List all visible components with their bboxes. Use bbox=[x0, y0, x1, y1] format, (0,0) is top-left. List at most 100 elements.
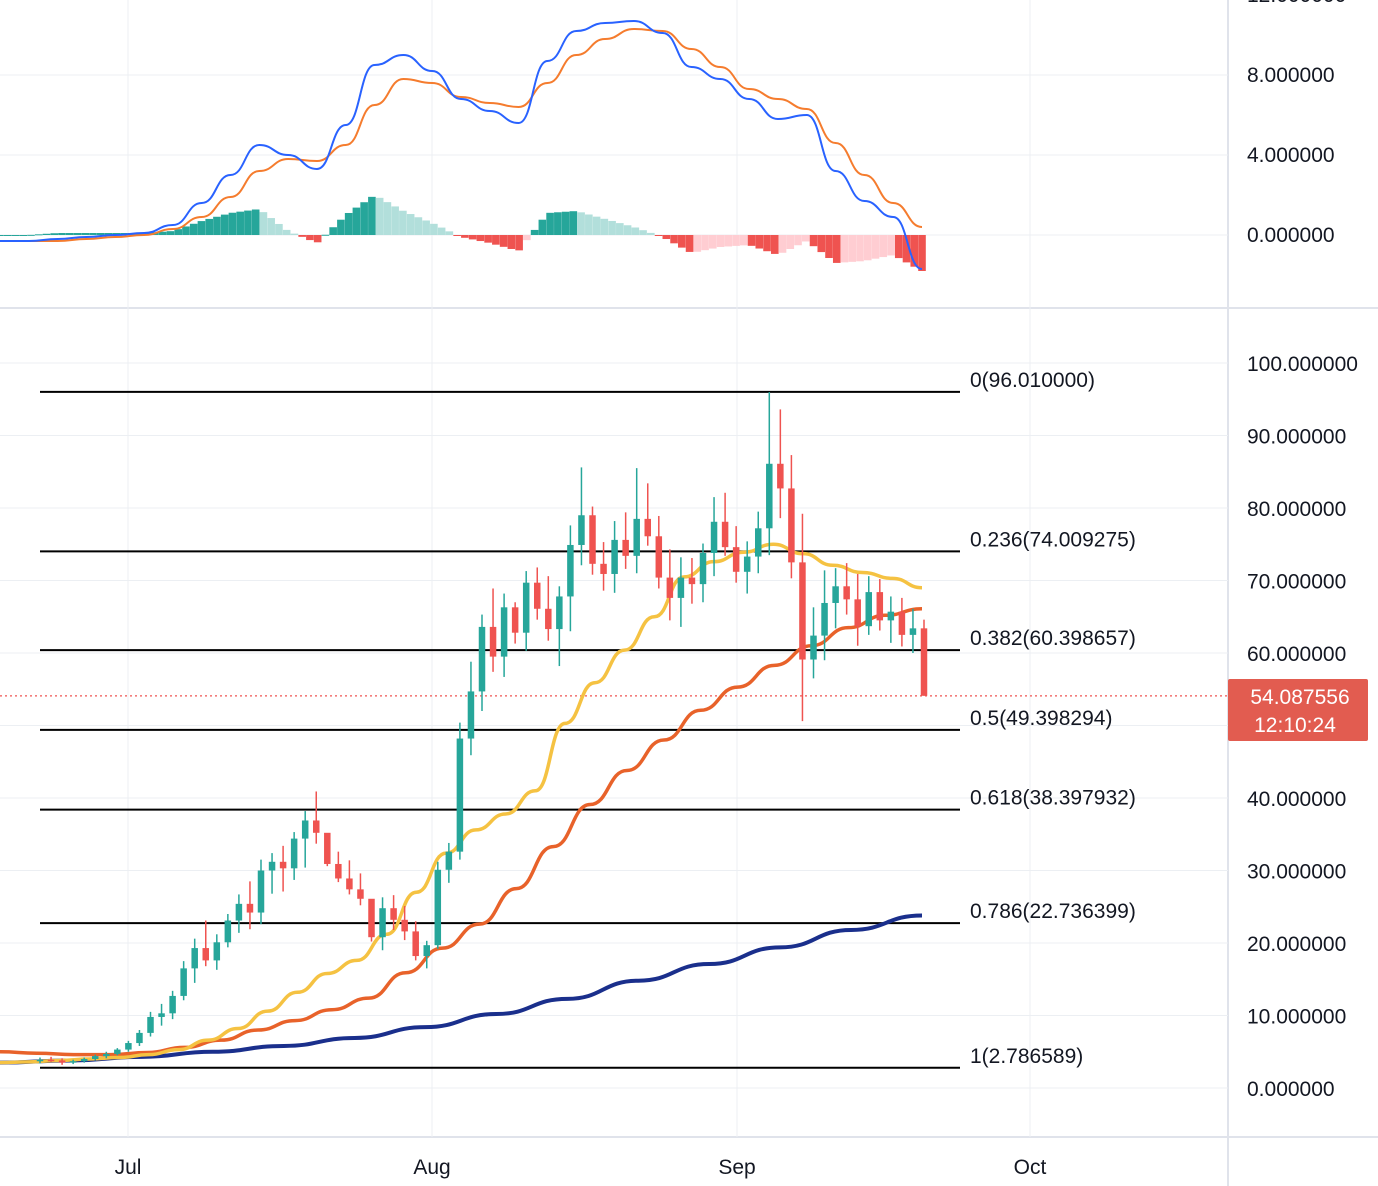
candle-body bbox=[655, 536, 663, 578]
macd-histogram-bar bbox=[104, 233, 113, 235]
candle-body bbox=[125, 1043, 132, 1050]
candle-body bbox=[511, 607, 519, 633]
macd-histogram-bar bbox=[197, 221, 206, 235]
candle-body bbox=[357, 889, 364, 899]
candle-body bbox=[368, 898, 375, 938]
macd-histogram-bar bbox=[546, 212, 554, 235]
macd-histogram-bar bbox=[205, 218, 213, 235]
macd-pane bbox=[0, 19, 926, 271]
macd-tick-label: 8.000000 bbox=[1247, 64, 1335, 87]
macd-histogram-bar bbox=[267, 218, 275, 235]
ma-mid-line bbox=[0, 607, 923, 1057]
countdown-label: 12:10:24 bbox=[1254, 714, 1336, 737]
macd-histogram-bar bbox=[693, 235, 702, 252]
candle-body bbox=[898, 611, 906, 635]
price-tick-label: 80.000000 bbox=[1247, 498, 1346, 521]
macd-histogram-bar bbox=[569, 211, 578, 235]
macd-line bbox=[0, 19, 923, 270]
fib-level-label: 0.618(38.397932) bbox=[970, 787, 1136, 810]
macd-histogram-bar bbox=[406, 214, 415, 235]
candle-body bbox=[534, 582, 541, 609]
candle-body bbox=[732, 547, 740, 572]
candle-body bbox=[699, 552, 707, 585]
candle-body bbox=[920, 628, 928, 696]
candle-body bbox=[589, 515, 596, 564]
candle-body bbox=[743, 556, 751, 572]
macd-histogram-bar bbox=[236, 211, 244, 235]
candle-body bbox=[578, 515, 585, 545]
candle-body bbox=[412, 931, 419, 957]
macd-histogram-bar bbox=[58, 233, 66, 235]
macd-histogram-bar bbox=[918, 235, 926, 271]
macd-histogram-bar bbox=[863, 235, 872, 261]
fib-level-label: 0.786(22.736399) bbox=[970, 900, 1136, 923]
time-label: Sep bbox=[718, 1156, 755, 1179]
candle-body bbox=[489, 626, 497, 657]
macd-histogram-bar bbox=[27, 234, 35, 236]
macd-histogram-bar bbox=[34, 234, 43, 236]
macd-histogram-bar bbox=[709, 235, 717, 249]
candle-body bbox=[522, 582, 530, 633]
macd-histogram-bar bbox=[577, 212, 585, 235]
macd-tick-label: 4.000000 bbox=[1247, 144, 1335, 167]
time-label: Aug bbox=[413, 1156, 450, 1179]
candle-body bbox=[677, 577, 685, 598]
ma-slow-line bbox=[0, 913, 923, 1065]
candle-body bbox=[688, 577, 696, 585]
macd-histogram-bar bbox=[352, 207, 361, 235]
candle-body bbox=[456, 738, 464, 852]
candle-body bbox=[445, 851, 453, 870]
candle-body bbox=[92, 1056, 99, 1059]
last-price-label: 54.087556 bbox=[1250, 686, 1349, 709]
macd-histogram-bar bbox=[832, 235, 841, 263]
macd-histogram-bar bbox=[399, 210, 407, 235]
macd-histogram-bar bbox=[499, 235, 508, 247]
macd-histogram-bar bbox=[461, 235, 469, 238]
price-tick-label: 100.000000 bbox=[1247, 353, 1358, 376]
macd-histogram-bar bbox=[306, 235, 314, 241]
candle-body bbox=[545, 608, 552, 630]
candle-body bbox=[390, 908, 397, 920]
candle-body bbox=[865, 592, 872, 627]
macd-histogram-bar bbox=[383, 202, 392, 235]
macd-histogram-bar bbox=[515, 235, 523, 251]
candle-body bbox=[423, 945, 430, 957]
candle-body bbox=[755, 528, 762, 557]
macd-histogram-bar bbox=[0, 235, 4, 236]
macd-histogram-bar bbox=[81, 233, 90, 235]
macd-histogram-bar bbox=[492, 235, 500, 245]
candle-body bbox=[158, 1013, 165, 1017]
macd-histogram-bar bbox=[259, 212, 268, 235]
macd-histogram-bar bbox=[368, 196, 376, 235]
candle-body bbox=[213, 942, 221, 961]
macd-histogram-bar bbox=[445, 231, 454, 235]
candle-body bbox=[434, 869, 442, 946]
macd-histogram-bar bbox=[670, 235, 678, 244]
candle-body bbox=[478, 626, 486, 692]
candle-body bbox=[799, 562, 806, 660]
price-tick-label: 30.000000 bbox=[1247, 861, 1346, 884]
macd-histogram-bar bbox=[360, 202, 368, 235]
candle-body bbox=[854, 599, 861, 627]
macd-histogram-bar bbox=[42, 233, 51, 235]
macd-histogram-bar bbox=[158, 231, 167, 235]
macd-histogram-bar bbox=[507, 235, 516, 249]
macd-histogram-bar bbox=[856, 235, 864, 262]
macd-histogram-bar bbox=[809, 235, 818, 247]
price-tick-label: 60.000000 bbox=[1247, 643, 1346, 666]
fib-level-label: 0.5(49.398294) bbox=[970, 707, 1112, 730]
candle-body bbox=[246, 903, 254, 913]
macd-histogram-bar bbox=[189, 223, 198, 235]
macd-histogram-bar bbox=[817, 235, 826, 253]
macd-histogram-bar bbox=[375, 197, 384, 235]
candle-body bbox=[80, 1059, 88, 1062]
macd-histogram-bar bbox=[453, 235, 461, 236]
candle-body bbox=[777, 463, 784, 489]
candle-body bbox=[301, 820, 309, 839]
macd-histogram-bar bbox=[430, 223, 438, 235]
macd-histogram-bar bbox=[732, 235, 740, 246]
candle-body bbox=[103, 1053, 110, 1057]
macd-histogram-bar bbox=[654, 235, 663, 236]
macd-histogram-bar bbox=[631, 227, 640, 235]
